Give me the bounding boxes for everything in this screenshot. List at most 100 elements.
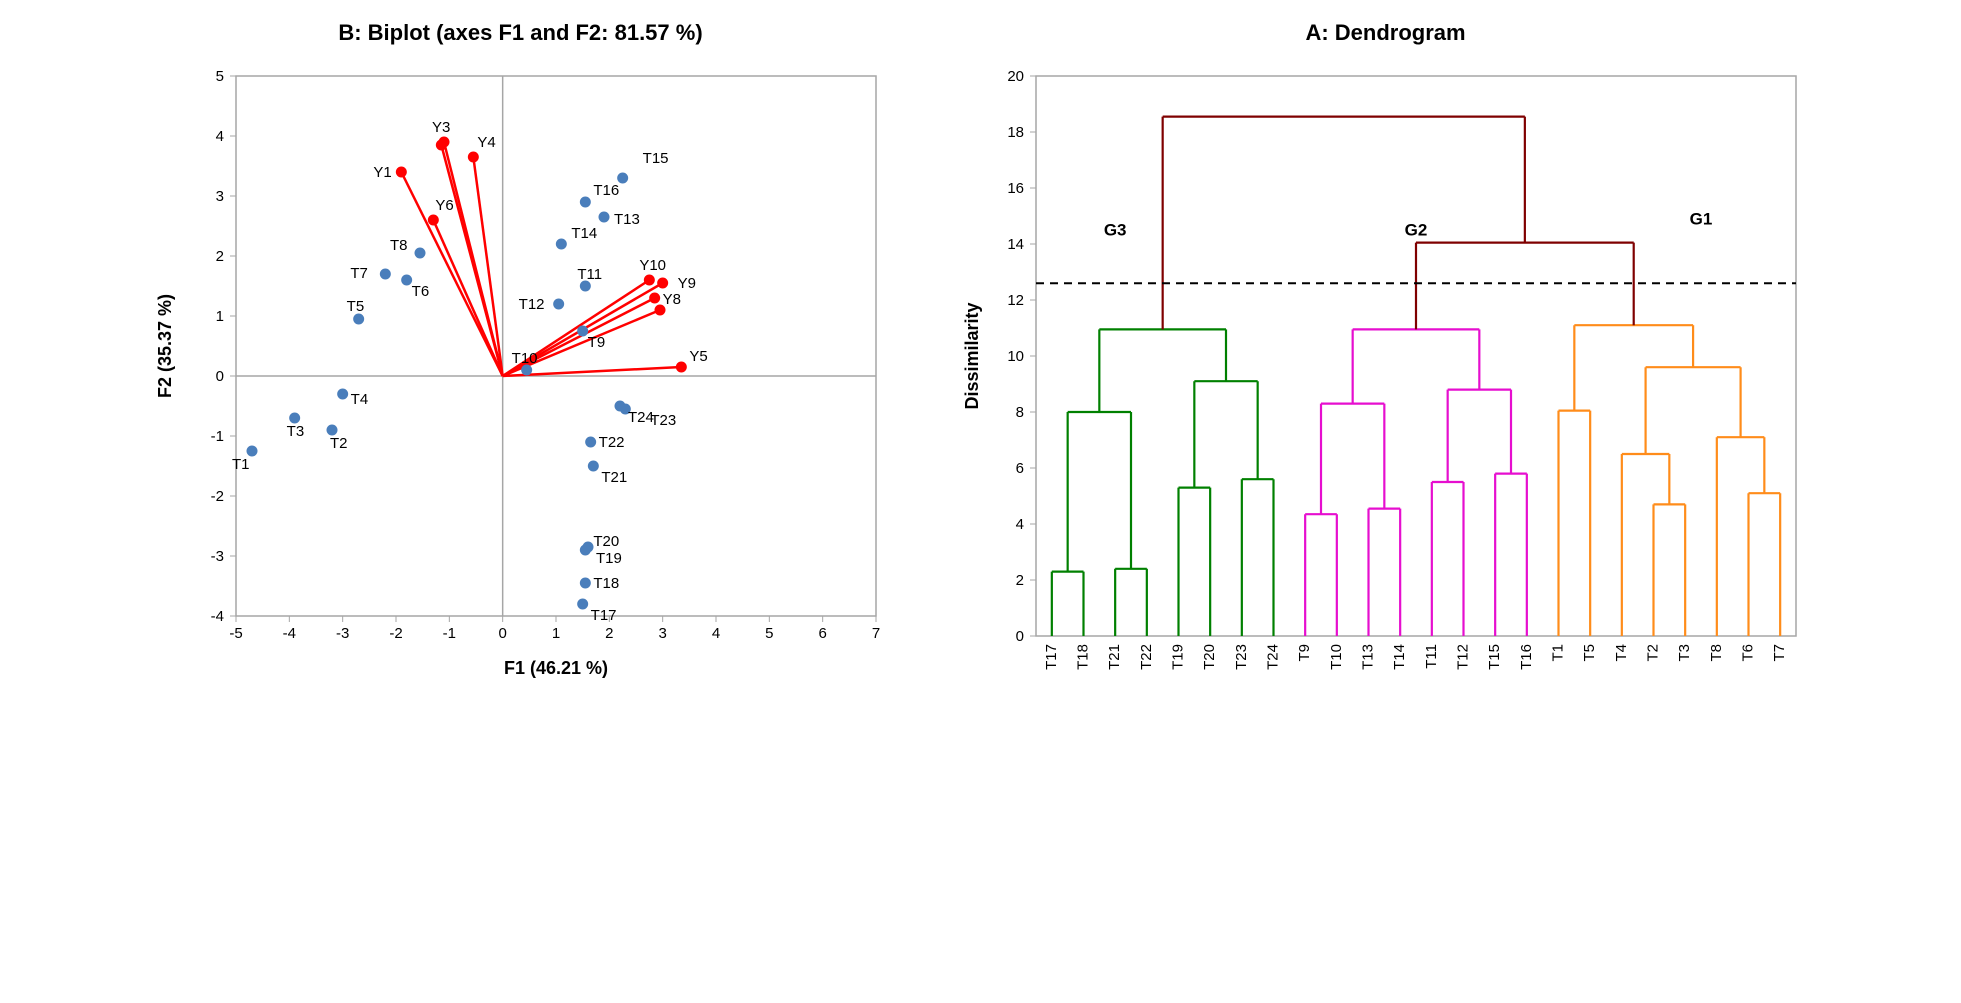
svg-text:-3: -3: [335, 625, 348, 642]
dendrogram-chart: 02468101214161820DissimilarityT17T18T21T…: [956, 56, 1816, 706]
biplot-chart: -5 -4 -3 -2 -1 0 1 2 3 4 5 6 7 -4 -3 -2 -1 0 1 2 3 4 5 F1 (46.2…: [146, 56, 896, 686]
svg-text:T21: T21: [601, 469, 627, 486]
svg-text:16: 16: [1007, 180, 1024, 197]
svg-text:T19: T19: [1169, 644, 1186, 670]
svg-text:T1: T1: [232, 456, 250, 473]
svg-text:1: 1: [215, 308, 223, 325]
svg-text:T20: T20: [593, 533, 619, 550]
svg-text:T13: T13: [1359, 644, 1376, 670]
svg-text:-2: -2: [389, 625, 402, 642]
svg-text:4: 4: [711, 625, 719, 642]
svg-text:T10: T10: [511, 350, 537, 367]
svg-text:T24: T24: [628, 409, 654, 426]
svg-text:-5: -5: [229, 625, 242, 642]
svg-text:Y10: Y10: [639, 257, 666, 274]
svg-text:T9: T9: [1296, 644, 1313, 662]
svg-text:T6: T6: [411, 283, 429, 300]
svg-text:T23: T23: [650, 412, 676, 429]
svg-text:T13: T13: [614, 211, 640, 228]
svg-text:T18: T18: [1074, 644, 1091, 670]
biplot-title: B: Biplot (axes F1 and F2: 81.57 %): [146, 20, 896, 46]
svg-text:T4: T4: [1612, 644, 1629, 662]
svg-text:T21: T21: [1106, 644, 1123, 670]
svg-text:G2: G2: [1404, 221, 1427, 240]
svg-text:-3: -3: [210, 548, 223, 565]
svg-text:T20: T20: [1201, 644, 1218, 670]
svg-text:T8: T8: [390, 237, 408, 254]
svg-text:0: 0: [215, 368, 223, 385]
svg-text:Y1: Y1: [373, 164, 391, 181]
svg-text:Y8: Y8: [662, 291, 680, 308]
svg-text:5: 5: [215, 68, 223, 85]
svg-text:T18: T18: [593, 575, 619, 592]
svg-text:T3: T3: [286, 423, 304, 440]
svg-text:T23: T23: [1232, 644, 1249, 670]
svg-text:T5: T5: [1581, 644, 1598, 662]
svg-text:T12: T12: [518, 296, 544, 313]
svg-text:Dissimilarity: Dissimilarity: [962, 302, 982, 409]
svg-text:T9: T9: [587, 334, 605, 351]
svg-text:T14: T14: [571, 225, 597, 242]
svg-text:12: 12: [1007, 292, 1024, 309]
svg-text:T22: T22: [1137, 644, 1154, 670]
svg-text:T17: T17: [1042, 644, 1059, 670]
svg-text:T6: T6: [1739, 644, 1756, 662]
svg-text:T12: T12: [1454, 644, 1471, 670]
svg-text:2: 2: [605, 625, 613, 642]
svg-text:T2: T2: [1644, 644, 1661, 662]
svg-text:T3: T3: [1676, 644, 1693, 662]
svg-text:-1: -1: [442, 625, 455, 642]
dendrogram-title: A: Dendrogram: [956, 20, 1816, 46]
svg-text:3: 3: [658, 625, 666, 642]
svg-text:3: 3: [215, 188, 223, 205]
svg-text:Y6: Y6: [435, 197, 453, 214]
svg-text:-1: -1: [210, 428, 223, 445]
svg-text:Y4: Y4: [477, 134, 495, 151]
svg-text:G3: G3: [1103, 221, 1126, 240]
biplot-panel: B: Biplot (axes F1 and F2: 81.57 %) -5 -4…: [146, 20, 896, 706]
svg-text:T15: T15: [642, 150, 668, 167]
svg-text:T16: T16: [1517, 644, 1534, 670]
svg-text:T22: T22: [598, 434, 624, 451]
svg-text:G1: G1: [1689, 209, 1712, 228]
svg-text:10: 10: [1007, 348, 1024, 365]
svg-text:T7: T7: [350, 265, 368, 282]
svg-text:2: 2: [215, 248, 223, 265]
svg-text:4: 4: [215, 128, 223, 145]
svg-text:T10: T10: [1327, 644, 1344, 670]
svg-text:T16: T16: [593, 182, 619, 199]
svg-text:T14: T14: [1391, 644, 1408, 670]
svg-text:Y5: Y5: [689, 348, 707, 365]
svg-text:F2 (35.37 %): F2 (35.37 %): [155, 294, 175, 398]
svg-text:T8: T8: [1707, 644, 1724, 662]
svg-text:18: 18: [1007, 124, 1024, 141]
svg-text:0: 0: [498, 625, 506, 642]
svg-text:Y3: Y3: [432, 119, 450, 136]
svg-text:-4: -4: [282, 625, 295, 642]
svg-text:-2: -2: [210, 488, 223, 505]
svg-text:14: 14: [1007, 236, 1024, 253]
svg-text:4: 4: [1015, 516, 1023, 533]
svg-text:T7: T7: [1771, 644, 1788, 662]
svg-text:20: 20: [1007, 68, 1024, 85]
svg-text:0: 0: [1015, 628, 1023, 645]
svg-text:1: 1: [551, 625, 559, 642]
svg-text:T5: T5: [346, 298, 364, 315]
svg-text:T17: T17: [590, 607, 616, 624]
dendrogram-panel: A: Dendrogram 02468101214161820Dissimila…: [956, 20, 1816, 706]
svg-text:7: 7: [871, 625, 879, 642]
svg-text:T4: T4: [350, 391, 368, 408]
svg-text:T11: T11: [577, 266, 602, 283]
svg-text:5: 5: [765, 625, 773, 642]
svg-text:T19: T19: [596, 550, 622, 567]
svg-text:6: 6: [1015, 460, 1023, 477]
svg-text:T11: T11: [1422, 644, 1439, 669]
svg-text:8: 8: [1015, 404, 1023, 421]
svg-text:T24: T24: [1264, 644, 1281, 670]
svg-text:Y9: Y9: [677, 275, 695, 292]
svg-text:T1: T1: [1549, 644, 1566, 662]
svg-text:F1 (46.21 %): F1 (46.21 %): [503, 658, 607, 678]
svg-text:-4: -4: [210, 608, 223, 625]
svg-text:6: 6: [818, 625, 826, 642]
svg-text:T2: T2: [330, 435, 348, 452]
